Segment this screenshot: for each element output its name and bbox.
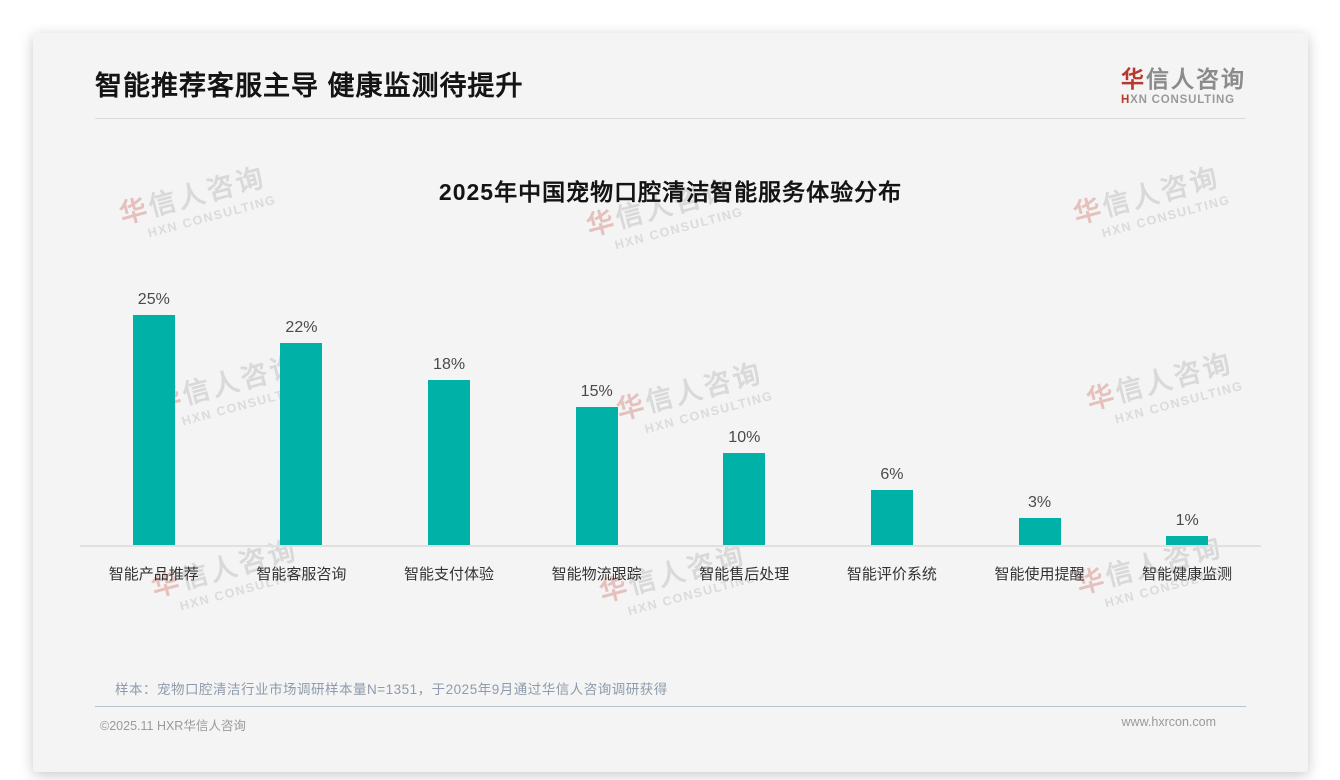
bar-chart: 25% 22% 18% 15% 10% 6% 3% 1% xyxy=(80,257,1261,548)
bar xyxy=(575,407,618,546)
logo-chinese-name: 华信人咨询 xyxy=(1121,66,1246,92)
logo-english-name: HXN CONSULTING xyxy=(1121,94,1246,106)
bar xyxy=(870,490,913,546)
sample-footnote: 样本：宠物口腔清洁行业市场调研样本量N=1351，于2025年9月通过华信人咨询… xyxy=(115,682,668,698)
category-label: 智能物流跟踪 xyxy=(551,566,642,584)
bar-group: 6% xyxy=(818,466,966,546)
category-label: 智能支付体验 xyxy=(404,566,495,584)
bar-value-label: 1% xyxy=(1175,512,1199,530)
report-card: 华信人咨询 HXN CONSULTING 华信人咨询 HXN CONSULTING 华信… xyxy=(33,33,1308,772)
logo-cn-accent: 华 xyxy=(1121,66,1146,92)
category-label: 智能健康监测 xyxy=(1142,566,1233,584)
logo-en-accent: H xyxy=(1121,94,1131,107)
bar xyxy=(428,379,471,546)
category-label: 智能客服咨询 xyxy=(256,566,347,584)
bar-value-label: 22% xyxy=(285,318,318,336)
bar-group: 15% xyxy=(523,383,671,546)
logo-cn-rest: 信人咨询 xyxy=(1146,66,1246,92)
website-url: www.hxrcon.com xyxy=(1121,715,1216,730)
bar xyxy=(723,453,766,546)
bar-value-label: 3% xyxy=(1028,493,1052,511)
bar-value-label: 15% xyxy=(580,383,613,401)
bar-value-label: 25% xyxy=(137,291,170,309)
bar-group: 25% xyxy=(80,291,228,546)
logo-en-rest: XN CONSULTING xyxy=(1130,94,1235,107)
bar xyxy=(1018,517,1061,546)
bar-value-label: 6% xyxy=(880,466,904,484)
bar-value-label: 18% xyxy=(433,355,466,373)
footer-divider xyxy=(95,706,1246,708)
category-label: 智能产品推荐 xyxy=(108,566,199,584)
chart-title: 2025年中国宠物口腔清洁智能服务体验分布 xyxy=(438,179,903,206)
bar-group: 18% xyxy=(375,356,523,546)
category-label: 智能评价系统 xyxy=(846,566,937,584)
header: 智能推荐客服主导 健康监测待提升 华信人咨询 HXN CONSULTING xyxy=(95,33,1246,120)
bar-value-label: 10% xyxy=(728,429,761,447)
bar-group: 22% xyxy=(228,318,376,546)
category-label: 智能使用提醒 xyxy=(994,566,1085,584)
company-logo: 华信人咨询 HXN CONSULTING xyxy=(1121,66,1246,106)
category-label: 智能售后处理 xyxy=(699,566,790,584)
bar xyxy=(1166,536,1209,546)
bar xyxy=(280,342,323,546)
category-axis: 智能产品推荐 智能客服咨询 智能支付体验 智能物流跟踪 智能售后处理 智能评价系统 智能使用… xyxy=(80,547,1261,584)
page-title: 智能推荐客服主导 健康监测待提升 xyxy=(95,71,524,101)
copyright-text: ©2025.11 HXR华信人咨询 xyxy=(100,719,246,734)
bar-group: 3% xyxy=(966,494,1114,546)
bar-group: 10% xyxy=(671,429,819,546)
bar xyxy=(132,315,175,546)
bar-group: 1% xyxy=(1113,512,1261,546)
footer: ©2025.11 HXR华信人咨询 www.hxrcon.com xyxy=(95,707,1246,734)
